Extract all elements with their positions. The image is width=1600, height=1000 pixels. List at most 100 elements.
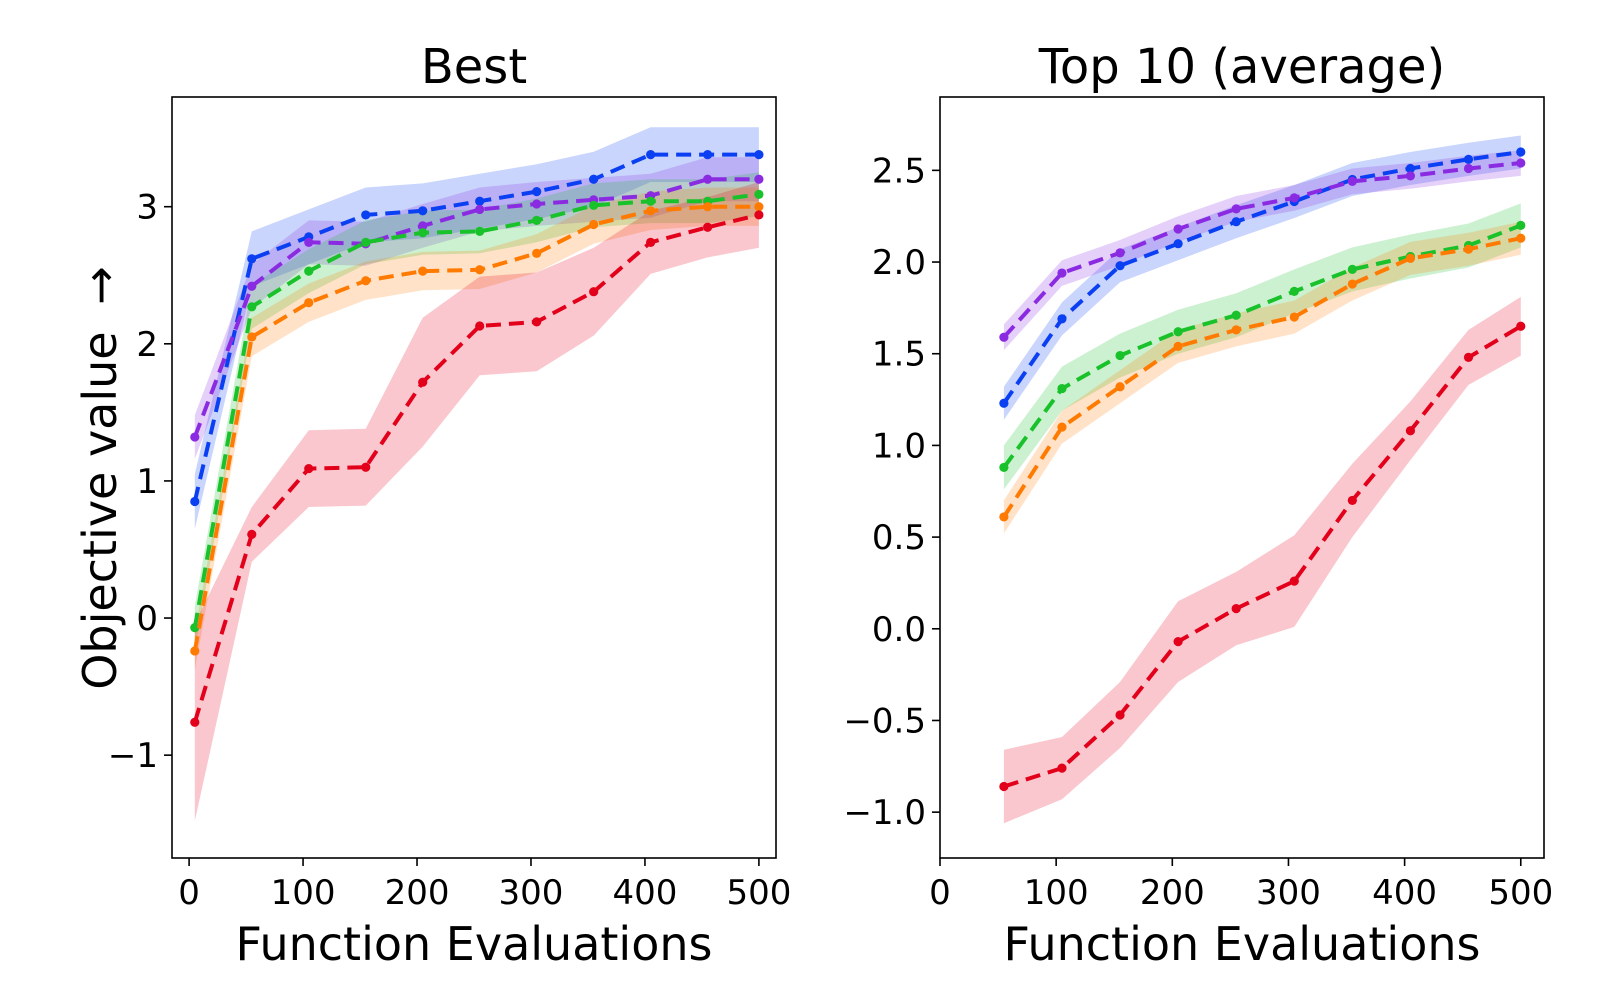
point-red xyxy=(361,462,371,472)
y-tick-label: 0.0 xyxy=(872,610,926,650)
point-red xyxy=(754,210,764,220)
series-purple xyxy=(190,174,764,442)
point-green xyxy=(1516,220,1526,230)
x-tick-label: 300 xyxy=(499,873,564,913)
point-orange xyxy=(532,248,542,258)
x-tick-label: 400 xyxy=(1372,873,1437,913)
point-purple xyxy=(190,432,200,442)
band-orange xyxy=(194,187,759,671)
x-axis-label: Function Evaluations xyxy=(236,917,713,971)
line-red xyxy=(1003,324,1522,789)
point-blue xyxy=(190,496,200,507)
point-orange xyxy=(1405,253,1416,263)
point-orange xyxy=(190,646,200,656)
y-tick-label: 0 xyxy=(136,599,158,639)
band-red xyxy=(194,182,759,821)
point-purple xyxy=(703,174,713,184)
point-red xyxy=(1231,604,1241,614)
point-purple xyxy=(532,199,542,209)
point-blue xyxy=(532,187,542,197)
point-orange xyxy=(247,332,257,342)
x-tick-label: 0 xyxy=(929,873,951,913)
series-red xyxy=(190,210,764,727)
point-blue xyxy=(703,149,713,160)
point-orange xyxy=(1289,312,1299,322)
point-red xyxy=(1057,763,1067,773)
panel-title: Best xyxy=(421,39,527,95)
x-tick-label: 100 xyxy=(271,873,336,913)
line-red xyxy=(192,212,760,723)
plot-frame xyxy=(171,96,777,859)
y-axis-label-text: Objective value xyxy=(73,331,127,689)
point-green xyxy=(1173,327,1183,337)
series-purple xyxy=(999,158,1526,342)
point-orange xyxy=(418,266,428,276)
point-red xyxy=(1173,637,1183,647)
line-purple xyxy=(192,177,759,438)
line-purple xyxy=(1002,161,1522,339)
confidence-bands xyxy=(1003,135,1521,824)
point-green xyxy=(589,200,599,210)
point-purple xyxy=(1516,158,1526,168)
point-purple xyxy=(418,221,428,231)
point-orange xyxy=(1173,341,1183,351)
y-tick-label: 2 xyxy=(136,325,158,365)
point-blue xyxy=(1115,261,1125,271)
point-blue xyxy=(589,174,599,184)
point-green xyxy=(247,302,257,312)
point-green xyxy=(1289,286,1299,296)
point-purple xyxy=(247,281,257,291)
point-orange xyxy=(1463,244,1474,254)
y-tick-label: −0.5 xyxy=(843,701,926,741)
point-blue xyxy=(1463,154,1474,164)
point-red xyxy=(418,377,428,387)
series-green xyxy=(190,189,764,633)
panel-title: Top 10 (average) xyxy=(1038,39,1446,95)
panel-best: 0 100 200 300 400 500 −1 0 1 2 3 Best Function Evalu… xyxy=(108,39,791,971)
point-green xyxy=(190,623,200,633)
y-tick-label: −1 xyxy=(108,736,158,776)
x-axis-label: Function Evaluations xyxy=(1004,917,1481,971)
point-blue xyxy=(1173,239,1183,249)
point-purple xyxy=(1405,171,1416,181)
y-tick-label: 1.5 xyxy=(872,335,926,375)
line-blue xyxy=(1002,150,1522,405)
point-purple xyxy=(1289,193,1299,203)
point-red xyxy=(532,317,542,327)
point-red xyxy=(1289,576,1299,586)
point-blue xyxy=(1231,217,1241,227)
y-tick-label: 3 xyxy=(136,188,158,228)
point-green xyxy=(361,237,371,247)
point-red xyxy=(589,287,599,297)
y-tick-label: 2.0 xyxy=(872,243,926,283)
point-green xyxy=(1057,383,1067,394)
y-axis-arrow: → xyxy=(73,266,127,305)
point-red xyxy=(1347,495,1357,506)
point-purple xyxy=(1463,163,1474,174)
point-red xyxy=(1115,710,1125,720)
point-orange xyxy=(1516,233,1526,243)
band-blue xyxy=(194,127,759,529)
point-orange xyxy=(1231,325,1241,335)
point-orange xyxy=(646,206,656,216)
point-orange xyxy=(1057,422,1067,432)
point-orange xyxy=(703,202,713,212)
y-tick-label: 2.5 xyxy=(872,151,926,191)
point-blue xyxy=(999,398,1009,408)
point-purple xyxy=(1347,176,1357,186)
point-purple xyxy=(1231,204,1241,214)
point-green xyxy=(1231,310,1241,320)
point-orange xyxy=(589,219,599,230)
line-orange xyxy=(1002,236,1522,518)
point-orange xyxy=(361,276,371,286)
point-purple xyxy=(1173,224,1183,234)
point-purple xyxy=(999,332,1009,342)
band-green xyxy=(1003,203,1521,490)
point-blue xyxy=(1405,163,1416,174)
band-green xyxy=(194,172,759,650)
series-orange xyxy=(190,202,764,656)
series-red xyxy=(999,321,1526,792)
point-blue xyxy=(646,149,656,160)
point-purple xyxy=(475,204,485,215)
x-tick-label: 0 xyxy=(178,873,200,913)
